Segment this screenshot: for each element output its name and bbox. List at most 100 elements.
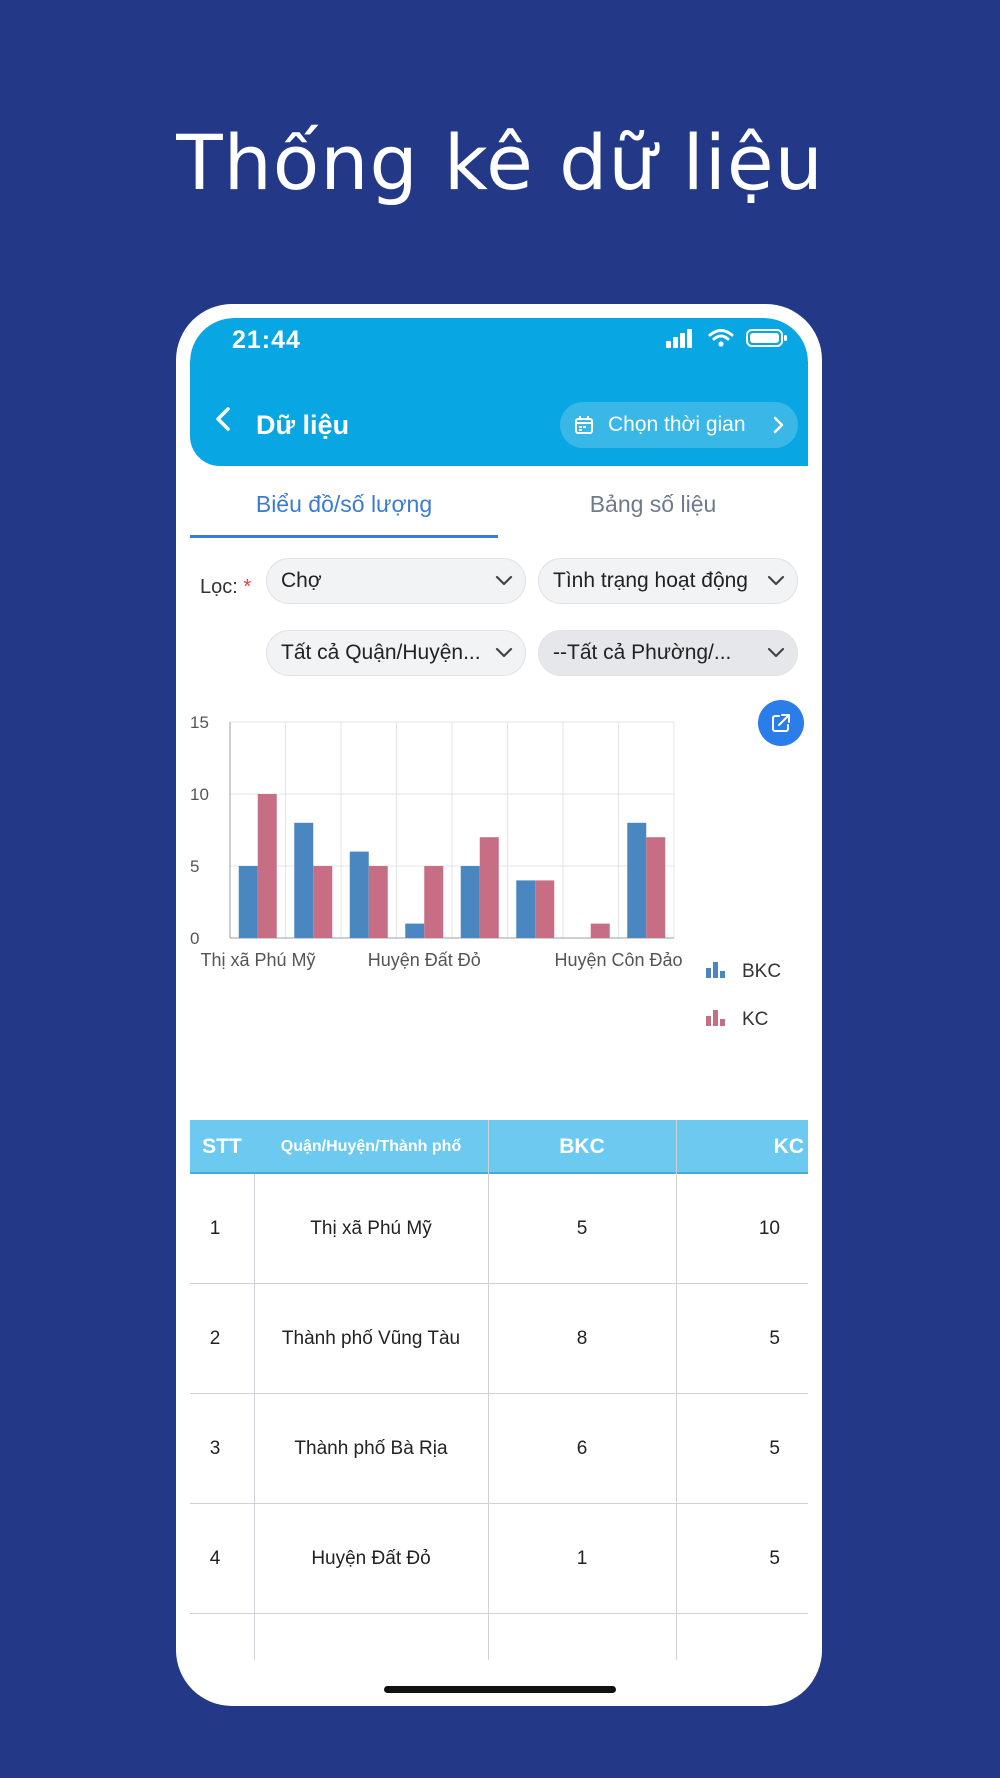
header-bkc: BKC	[559, 1135, 605, 1158]
cell-district: Thị xã Phú Mỹ	[310, 1218, 432, 1239]
cell-bkc: 1	[576, 1548, 588, 1569]
x-tick-label: Huyện Đất Đỏ	[368, 950, 481, 970]
bar-kc	[424, 866, 444, 938]
time-picker-button[interactable]: Chọn thời gian	[560, 402, 798, 448]
bar-bkc	[460, 866, 480, 938]
legend-label: BKC	[742, 961, 781, 982]
cell-district: Thành phố Bà Rịa	[294, 1438, 448, 1459]
table-row[interactable]: 1 Thị xã Phú Mỹ 5 10	[190, 1174, 808, 1284]
header-district: Quận/Huyện/Thành phố	[280, 1138, 462, 1155]
back-button[interactable]	[208, 404, 238, 434]
share-icon	[772, 714, 790, 732]
column-divider	[676, 1120, 677, 1660]
header-kc: KC	[773, 1135, 804, 1158]
legend-icon	[713, 1010, 718, 1026]
cell-stt: 1	[209, 1218, 221, 1239]
chevron-down-icon	[495, 647, 513, 659]
home-indicator	[384, 1686, 616, 1693]
district-select[interactable]: Tất cả Quận/Huyện...	[266, 630, 526, 676]
chevron-right-icon	[772, 416, 784, 434]
table-row-partial	[190, 1614, 808, 1660]
ward-select-value: --Tất cả Phường/...	[553, 641, 732, 664]
chevron-down-icon	[767, 647, 785, 659]
cell-bkc: 8	[576, 1328, 588, 1349]
tab-table[interactable]: Bảng số liệu	[589, 491, 717, 517]
bar-kc	[646, 837, 666, 938]
tab-chart[interactable]: Biểu đồ/số lượng	[190, 486, 498, 538]
chart-canvas: 0 5 10 15 Thị xã Phú Mỹ Huyện Đất Đỏ Huyện Côn…	[190, 713, 781, 1030]
bar-bkc	[238, 866, 258, 938]
legend-icon	[720, 1019, 725, 1026]
bar-bkc	[349, 851, 369, 938]
cell-kc: 5	[769, 1328, 780, 1349]
bar-kc	[535, 880, 555, 938]
wifi-icon	[708, 329, 734, 347]
signal-icon	[666, 329, 693, 348]
status-select-value: Tình trạng hoạt động	[553, 569, 748, 592]
table-row[interactable]: 2 Thành phố Vũng Tàu 8 5	[190, 1284, 808, 1394]
table-header: STT Quận/Huyện/Thành phố BKC KC	[190, 1120, 808, 1174]
battery-icon	[746, 329, 787, 347]
cell-stt: 4	[209, 1548, 221, 1569]
x-tick-label: Huyện Côn Đảo	[554, 950, 682, 970]
filter-label: Lọc: *	[200, 576, 251, 599]
app-screen: 21:44	[190, 318, 808, 1678]
y-tick-label: 10	[190, 785, 209, 804]
cell-stt: 2	[209, 1328, 221, 1349]
bar-kc	[479, 837, 499, 938]
promo-title: Thống kê dữ liệu	[176, 118, 824, 207]
bar-bkc	[405, 923, 425, 938]
bar-bkc	[627, 822, 647, 938]
cell-kc: 10	[758, 1218, 780, 1239]
cell-bkc: 6	[576, 1438, 588, 1459]
x-tick-label: Thị xã Phú Mỹ	[200, 950, 315, 970]
legend-item-bkc	[706, 962, 725, 978]
filter-label-text: Lọc:	[200, 576, 238, 598]
cell-district: Thành phố Vũng Tàu	[281, 1328, 461, 1349]
header-stt: STT	[202, 1135, 242, 1158]
bar-bkc	[516, 880, 536, 938]
status-icons	[665, 328, 788, 354]
legend-label: KC	[742, 1009, 768, 1030]
type-select[interactable]: Chợ	[266, 558, 526, 604]
status-time: 21:44	[232, 326, 301, 354]
district-select-value: Tất cả Quận/Huyện...	[281, 641, 481, 664]
export-button[interactable]	[758, 700, 804, 746]
table-row[interactable]: 3 Thành phố Bà Rịa 6 5	[190, 1394, 808, 1504]
status-select[interactable]: Tình trạng hoạt động	[538, 558, 798, 604]
tab-bar: Biểu đồ/số lượng Bảng số liệu	[190, 486, 808, 538]
y-tick-label: 5	[190, 857, 199, 876]
bar-bkc	[294, 822, 314, 938]
legend-icon	[713, 962, 718, 978]
time-picker-label: Chọn thời gian	[608, 413, 746, 436]
column-divider	[488, 1120, 489, 1660]
page-title: Dữ liệu	[256, 410, 350, 440]
data-table: STT Quận/Huyện/Thành phố BKC KC 1 Thị xã…	[190, 1120, 808, 1660]
cell-district: Huyện Đất Đỏ	[311, 1548, 431, 1569]
chevron-down-icon	[495, 575, 513, 587]
cell-kc: 5	[769, 1548, 780, 1569]
cell-kc: 5	[769, 1438, 780, 1459]
chevron-left-icon	[216, 407, 230, 431]
required-mark: *	[243, 576, 252, 598]
app-header: 21:44	[190, 318, 808, 466]
legend-icon	[720, 971, 725, 978]
bar-kc	[368, 866, 388, 938]
cell-stt: 3	[209, 1438, 221, 1459]
type-select-value: Chợ	[281, 569, 322, 592]
legend-icon	[706, 1016, 711, 1026]
cell-bkc: 5	[576, 1218, 588, 1239]
chevron-down-icon	[767, 575, 785, 587]
ward-select[interactable]: --Tất cả Phường/...	[538, 630, 798, 676]
table-row[interactable]: 4 Huyện Đất Đỏ 1 5	[190, 1504, 808, 1614]
phone-frame: 21:44	[176, 304, 822, 1706]
legend-item-kc	[706, 1010, 725, 1026]
bar-kc	[257, 794, 277, 938]
y-tick-label: 15	[190, 713, 209, 732]
y-tick-label: 0	[190, 929, 199, 948]
legend-icon	[706, 968, 711, 978]
bar-kc	[313, 866, 333, 938]
column-divider	[254, 1174, 255, 1660]
calendar-icon	[574, 415, 594, 435]
bar-chart: 0 5 10 15 Thị xã Phú Mỹ Huyện Đất Đỏ Huyện Côn…	[190, 698, 808, 1048]
